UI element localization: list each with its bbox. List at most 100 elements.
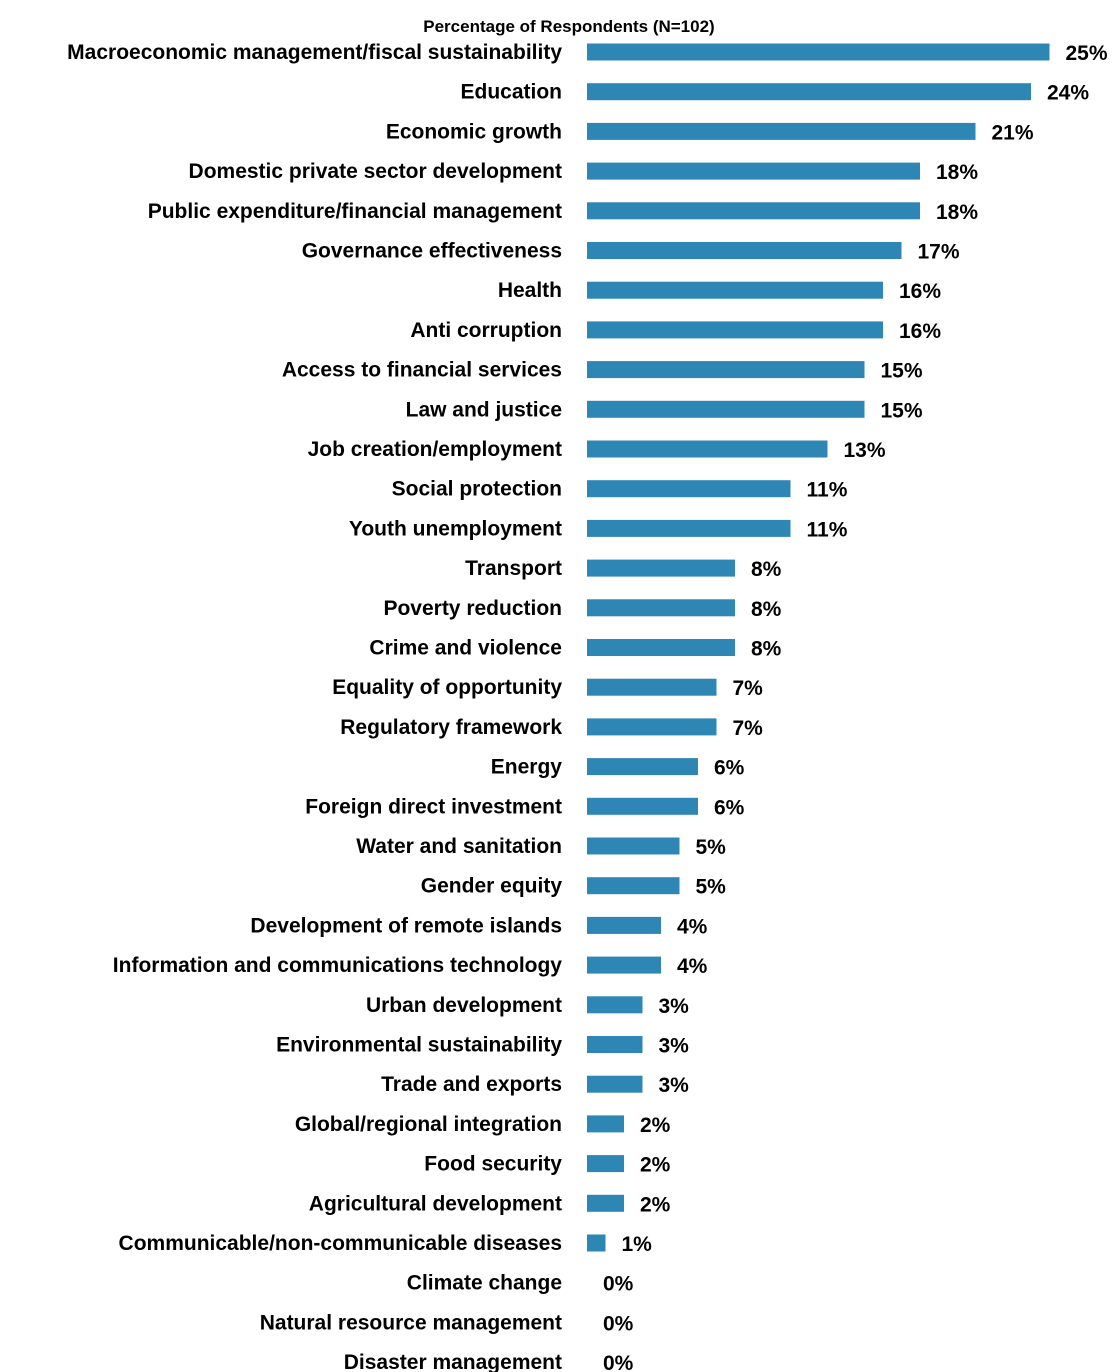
category-label: Urban development bbox=[366, 994, 562, 1017]
chart-title: Percentage of Respondents (N=102) bbox=[423, 17, 714, 36]
category-label: Energy bbox=[491, 756, 563, 779]
category-label: Macroeconomic management/fiscal sustaina… bbox=[67, 41, 562, 64]
bar bbox=[587, 1155, 624, 1173]
category-label: Environmental sustainability bbox=[276, 1034, 562, 1057]
data-label: 2% bbox=[640, 1193, 671, 1216]
category-label: Public expenditure/financial management bbox=[148, 200, 562, 223]
bar bbox=[587, 718, 717, 736]
category-label: Domestic private sector development bbox=[189, 160, 562, 183]
category-label: Food security bbox=[424, 1153, 562, 1176]
category-label: Crime and violence bbox=[369, 637, 562, 660]
data-label: 16% bbox=[899, 280, 941, 303]
bar bbox=[587, 321, 883, 339]
bar bbox=[587, 1234, 606, 1252]
category-label: Economic growth bbox=[386, 120, 562, 143]
data-label: 25% bbox=[1066, 42, 1108, 65]
data-label: 21% bbox=[992, 121, 1034, 144]
category-label: Foreign direct investment bbox=[305, 795, 562, 818]
data-label: 3% bbox=[659, 1074, 690, 1097]
bar bbox=[587, 559, 735, 577]
data-label: 0% bbox=[603, 1352, 634, 1372]
data-label: 5% bbox=[696, 876, 727, 899]
category-label: Health bbox=[498, 279, 562, 302]
bar bbox=[587, 837, 680, 855]
data-label: 7% bbox=[733, 717, 764, 740]
category-label: Education bbox=[460, 81, 562, 104]
category-label: Social protection bbox=[392, 478, 562, 501]
category-label: Job creation/employment bbox=[308, 438, 562, 461]
category-label: Development of remote islands bbox=[250, 914, 562, 937]
data-label: 4% bbox=[677, 955, 708, 978]
category-label: Communicable/non-communicable diseases bbox=[119, 1232, 562, 1255]
data-label: 16% bbox=[899, 320, 941, 343]
bar bbox=[587, 202, 920, 220]
bar bbox=[587, 916, 661, 934]
category-label: Governance effectiveness bbox=[302, 240, 562, 263]
bar bbox=[587, 639, 735, 656]
data-label: 5% bbox=[696, 836, 727, 859]
bar bbox=[587, 83, 1031, 101]
category-label: Disaster management bbox=[344, 1351, 562, 1372]
data-label: 4% bbox=[677, 915, 708, 938]
data-label: 2% bbox=[640, 1114, 671, 1137]
data-label: 0% bbox=[603, 1312, 634, 1335]
data-label: 11% bbox=[807, 518, 848, 541]
category-label: Gender equity bbox=[421, 875, 563, 898]
bar bbox=[587, 877, 680, 895]
category-label: Poverty reduction bbox=[383, 597, 562, 620]
bar bbox=[587, 797, 698, 815]
bar bbox=[587, 956, 661, 974]
data-label: 6% bbox=[714, 796, 745, 819]
bar bbox=[587, 1194, 624, 1212]
bar bbox=[587, 1075, 643, 1093]
bar bbox=[587, 122, 976, 140]
data-label: 0% bbox=[603, 1273, 634, 1296]
data-label: 17% bbox=[918, 241, 960, 264]
data-label: 13% bbox=[844, 439, 886, 462]
category-label: Youth unemployment bbox=[349, 517, 562, 540]
category-label: Law and justice bbox=[406, 398, 562, 421]
data-label: 18% bbox=[936, 201, 978, 224]
bar bbox=[587, 996, 643, 1014]
bar bbox=[587, 1036, 643, 1053]
data-label: 8% bbox=[751, 558, 782, 581]
data-label: 8% bbox=[751, 598, 782, 621]
bar bbox=[587, 162, 920, 180]
category-label: Transport bbox=[465, 557, 562, 580]
category-label: Climate change bbox=[407, 1272, 562, 1295]
data-label: 15% bbox=[881, 360, 923, 383]
data-label: 7% bbox=[733, 677, 764, 700]
category-label: Access to financial services bbox=[282, 359, 562, 382]
category-label: Information and communications technolog… bbox=[113, 954, 563, 977]
data-label: 3% bbox=[659, 1035, 690, 1058]
bar bbox=[587, 480, 791, 498]
bar bbox=[587, 242, 902, 259]
data-label: 24% bbox=[1047, 82, 1089, 105]
category-label: Agricultural development bbox=[309, 1192, 562, 1215]
data-label: 15% bbox=[881, 399, 923, 422]
bar bbox=[587, 440, 828, 458]
data-label: 11% bbox=[807, 479, 848, 502]
bar bbox=[587, 400, 865, 418]
bar bbox=[587, 1115, 624, 1133]
category-label: Equality of opportunity bbox=[332, 676, 562, 699]
bar bbox=[587, 43, 1050, 61]
bar bbox=[587, 599, 735, 617]
bar bbox=[587, 281, 883, 299]
data-label: 18% bbox=[936, 161, 978, 184]
data-label: 1% bbox=[622, 1233, 653, 1256]
category-label: Water and sanitation bbox=[356, 835, 562, 858]
category-label: Trade and exports bbox=[381, 1073, 562, 1096]
data-label: 6% bbox=[714, 757, 745, 780]
bar bbox=[587, 361, 865, 379]
category-label: Regulatory framework bbox=[340, 716, 562, 739]
data-label: 8% bbox=[751, 638, 782, 661]
data-label: 2% bbox=[640, 1154, 671, 1177]
data-label: 3% bbox=[659, 995, 690, 1018]
category-label: Natural resource management bbox=[260, 1311, 562, 1334]
bar bbox=[587, 758, 698, 776]
category-label: Global/regional integration bbox=[295, 1113, 562, 1136]
bar bbox=[587, 519, 791, 537]
category-label: Anti corruption bbox=[410, 319, 562, 342]
